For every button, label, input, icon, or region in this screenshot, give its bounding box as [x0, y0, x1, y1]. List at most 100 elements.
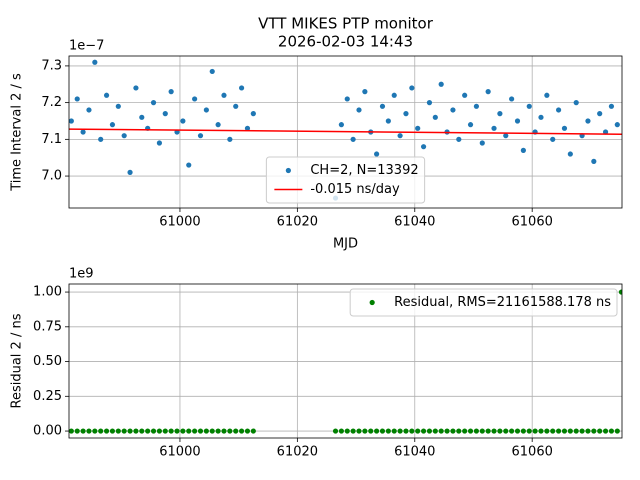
point: [614, 428, 620, 434]
point: [614, 122, 620, 128]
point: [403, 111, 409, 117]
point: [197, 428, 204, 434]
point: [415, 428, 421, 434]
point: [462, 92, 468, 98]
point: [192, 96, 198, 102]
point: [538, 114, 544, 120]
legend: CH=2, N=13392 -0.015 ns/day: [265, 156, 426, 204]
point: [127, 169, 133, 175]
point: [520, 147, 526, 153]
point: [156, 140, 163, 146]
point: [420, 428, 427, 434]
point: [332, 428, 339, 434]
point: [338, 122, 344, 128]
point: [597, 428, 603, 434]
point: [608, 103, 615, 109]
point: [503, 133, 509, 139]
point: [520, 428, 526, 434]
point: [180, 118, 186, 124]
point: [585, 118, 591, 124]
point: [238, 428, 245, 434]
point: [456, 428, 462, 434]
x-tick-label: 61040: [394, 445, 435, 460]
point: [438, 428, 444, 434]
point: [221, 92, 227, 98]
point: [203, 428, 209, 434]
axes-frame: [68, 55, 623, 209]
legend: Residual, RMS=21161588.178 ns: [349, 288, 618, 317]
point: [374, 151, 380, 157]
point: [374, 428, 380, 434]
point: [379, 103, 386, 109]
point: [526, 103, 532, 109]
point: [98, 428, 104, 434]
point: [221, 428, 227, 434]
point: [344, 96, 350, 102]
point: [368, 428, 374, 434]
point: [362, 89, 368, 95]
chart-subtitle: 2026-02-03 14:43: [278, 33, 413, 51]
point: [233, 103, 239, 109]
point: [162, 111, 168, 117]
y-axis-label: Time Interval 2 / s: [10, 73, 25, 192]
point: [121, 428, 127, 434]
x-tick-label: 61060: [512, 215, 553, 230]
point: [209, 68, 215, 75]
point: [174, 428, 180, 434]
point: [591, 158, 597, 164]
point: [350, 136, 356, 142]
point: [92, 59, 98, 65]
point: [244, 125, 251, 131]
point: [80, 129, 86, 135]
fit-line: [69, 128, 622, 135]
point: [479, 140, 485, 146]
point: [397, 428, 403, 434]
point: [145, 428, 151, 434]
x-tick-label: 61060: [512, 445, 553, 460]
point: [233, 428, 239, 434]
point: [538, 428, 544, 434]
x-tick-label: 61040: [394, 215, 435, 230]
y-tick-label: 1.00: [33, 285, 62, 300]
x-tick-label: 61020: [277, 215, 318, 230]
point: [391, 428, 397, 434]
legend-box: [265, 156, 426, 204]
point: [509, 428, 515, 434]
point: [385, 118, 391, 124]
point: [467, 122, 474, 128]
point: [103, 92, 110, 98]
x-tick-label: 61000: [159, 215, 200, 230]
point: [69, 118, 74, 124]
point: [238, 85, 245, 91]
point: [550, 428, 556, 434]
legend-swatch: [369, 299, 375, 306]
point: [444, 428, 450, 434]
point: [503, 428, 509, 434]
y-tick-label: 7.2: [41, 95, 62, 110]
point: [544, 92, 550, 98]
point: [180, 428, 186, 434]
point: [168, 428, 174, 434]
y-tick-label: 7.3: [41, 58, 62, 73]
point: [602, 428, 609, 434]
point: [415, 125, 421, 131]
point: [573, 100, 579, 106]
axes-frame: [68, 283, 623, 439]
point: [186, 162, 192, 168]
point: [186, 428, 192, 434]
x-tick-label: 61020: [277, 445, 318, 460]
point: [244, 428, 251, 434]
point: [344, 428, 350, 434]
point: [561, 125, 568, 131]
point: [409, 85, 415, 91]
point: [103, 428, 110, 434]
point: [550, 136, 556, 142]
point: [544, 428, 550, 434]
plot-area: [69, 289, 622, 434]
chart-title: VTT MIKES PTP monitor: [258, 15, 434, 33]
point: [227, 136, 233, 142]
x-tick-label: 61000: [159, 445, 200, 460]
point: [491, 125, 497, 131]
point: [209, 428, 215, 434]
point: [567, 428, 573, 434]
